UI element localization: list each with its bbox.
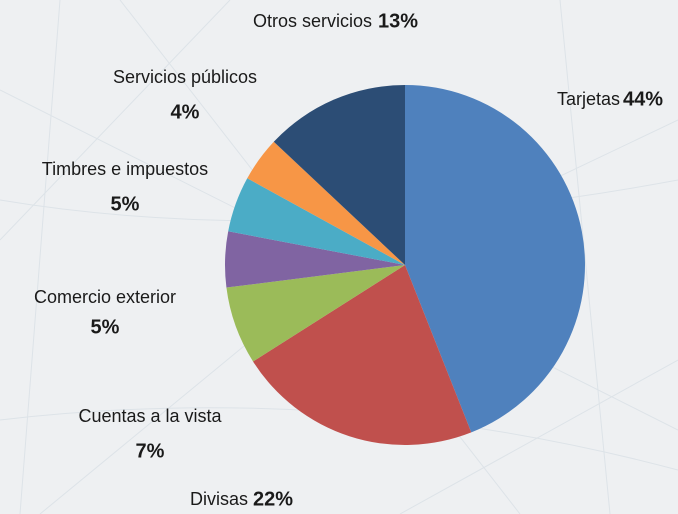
slice-label: Cuentas a la vista (78, 406, 222, 426)
pie-slice (226, 265, 405, 362)
slice-label: Tarjetas (557, 89, 620, 109)
pie-slice (273, 85, 405, 265)
pie-slice (225, 231, 405, 288)
value-label: 22% (253, 488, 293, 510)
slice-label: Servicios públicos (113, 67, 257, 87)
slice-label: Divisas (190, 489, 248, 509)
value-label: 5% (91, 316, 120, 338)
value-label: 5% (111, 193, 140, 215)
slice-label: Timbres e impuestos (42, 159, 208, 179)
value-label: 44% (623, 88, 663, 110)
value-label: 7% (136, 440, 165, 462)
value-label: 4% (171, 101, 200, 123)
pie-slice (228, 178, 405, 265)
slice-label: Otros servicios (253, 11, 372, 31)
pie-slice (405, 85, 586, 433)
slice-label: Comercio exterior (34, 287, 176, 307)
value-label: 13% (378, 10, 418, 32)
pie-slice (253, 265, 472, 445)
pie-slice (247, 141, 405, 265)
